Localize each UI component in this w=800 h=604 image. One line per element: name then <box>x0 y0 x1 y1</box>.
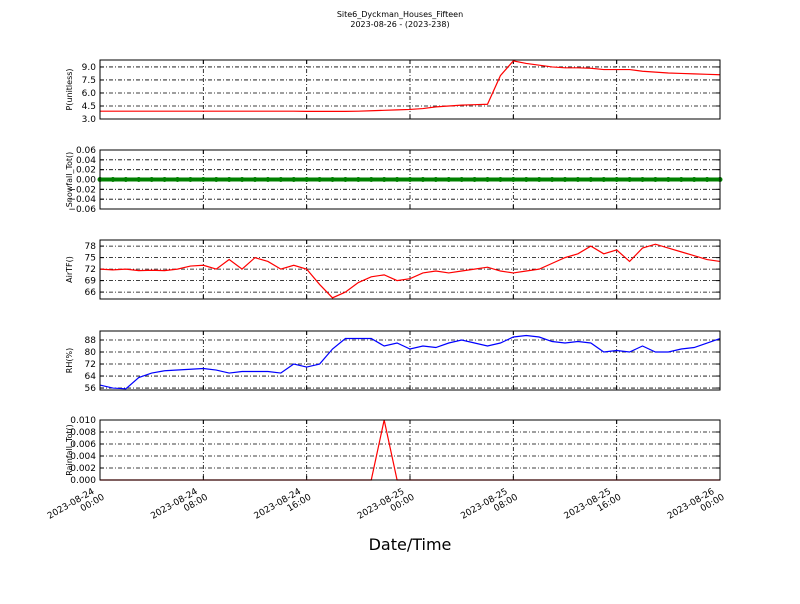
data-point <box>226 177 232 182</box>
data-point <box>149 177 155 182</box>
data-point <box>355 177 361 182</box>
y-tick-label: 64 <box>85 372 97 382</box>
data-point <box>575 177 581 182</box>
y-tick-label: 0.00 <box>76 176 96 186</box>
data-point <box>123 177 129 182</box>
data-point <box>562 177 568 182</box>
y-tick-label: 0.002 <box>70 464 96 474</box>
y-tick-label: 0.000 <box>70 476 96 486</box>
data-point <box>162 177 168 182</box>
data-point <box>678 177 684 182</box>
y-tick-label: 3.0 <box>82 115 97 125</box>
y-tick-label: 88 <box>85 336 97 346</box>
y-tick-label: 69 <box>85 277 97 287</box>
data-point <box>523 177 529 182</box>
y-tick-label: 6.0 <box>82 89 97 99</box>
data-point <box>394 177 400 182</box>
y-tick-label: 7.5 <box>82 76 96 86</box>
y-tick-label: −0.06 <box>68 205 96 215</box>
data-point <box>200 177 206 182</box>
y-axis-label: Rainfall_Tot() <box>65 424 74 476</box>
data-point <box>317 177 323 182</box>
y-tick-label: −0.02 <box>68 185 96 195</box>
data-point <box>433 177 439 182</box>
y-tick-label: 9.0 <box>82 63 97 73</box>
plot-frame <box>99 330 721 391</box>
data-point <box>330 177 335 182</box>
y-tick-label: 0.006 <box>70 440 96 450</box>
data-point <box>187 177 193 182</box>
data-point <box>497 177 503 182</box>
data-point <box>407 177 413 182</box>
data-point <box>459 177 465 182</box>
y-tick-label: 4.5 <box>82 102 96 112</box>
data-point <box>704 177 710 182</box>
data-point <box>614 177 620 182</box>
y-tick-label: 72 <box>85 265 96 275</box>
y-tick-label: 66 <box>85 288 97 298</box>
data-point <box>291 177 297 182</box>
y-tick-label: 56 <box>85 384 97 394</box>
data-point <box>510 177 516 182</box>
data-point <box>175 177 180 182</box>
y-axis-label: P(unitless) <box>65 68 74 110</box>
y-tick-label: −0.04 <box>68 195 96 205</box>
data-point <box>342 177 348 182</box>
data-point <box>136 177 142 182</box>
data-point <box>304 177 310 182</box>
y-tick-label: 80 <box>85 348 97 358</box>
data-point <box>601 177 607 182</box>
y-tick-label: 75 <box>85 254 96 264</box>
plot-frame <box>99 59 721 120</box>
data-line <box>99 243 721 299</box>
data-point <box>213 177 219 182</box>
data-point <box>239 177 245 182</box>
data-line <box>99 334 721 390</box>
plot-frame <box>99 239 721 300</box>
data-point <box>640 177 645 182</box>
y-axis-label: RH(%) <box>65 348 74 373</box>
data-point <box>265 177 271 182</box>
data-point <box>278 177 284 182</box>
y-tick-label: 78 <box>85 242 97 252</box>
y-tick-label: 0.010 <box>70 416 96 426</box>
data-point <box>627 177 633 182</box>
data-point <box>652 177 658 182</box>
data-point <box>110 177 116 182</box>
plot-frame <box>99 149 721 210</box>
data-point <box>446 177 452 182</box>
y-tick-label: 0.008 <box>70 428 96 438</box>
plot-frame <box>99 419 721 481</box>
data-line <box>100 60 721 112</box>
data-point <box>420 177 426 182</box>
x-axis-label: Date/Time <box>369 535 452 554</box>
y-tick-label: 0.04 <box>76 156 96 166</box>
data-point <box>485 177 490 182</box>
data-point <box>549 177 555 182</box>
data-point <box>691 177 697 182</box>
data-point <box>665 177 671 182</box>
y-tick-label: 0.06 <box>76 146 96 156</box>
data-point <box>368 177 374 182</box>
y-tick-label: 0.004 <box>70 452 96 462</box>
data-point <box>252 177 258 182</box>
y-axis-label: Snowfall_Tot() <box>65 152 74 208</box>
data-point <box>381 177 387 182</box>
data-point <box>588 177 594 182</box>
figure-title: Site6_Dyckman_Houses_Fifteen <box>337 10 463 19</box>
y-tick-label: 72 <box>85 360 96 370</box>
data-point <box>472 177 478 182</box>
data-point <box>536 177 542 182</box>
figure-subtitle: 2023-08-26 - (2023-238) <box>350 20 449 29</box>
y-axis-label: AirTF() <box>65 256 74 283</box>
y-tick-label: 0.02 <box>76 166 96 176</box>
